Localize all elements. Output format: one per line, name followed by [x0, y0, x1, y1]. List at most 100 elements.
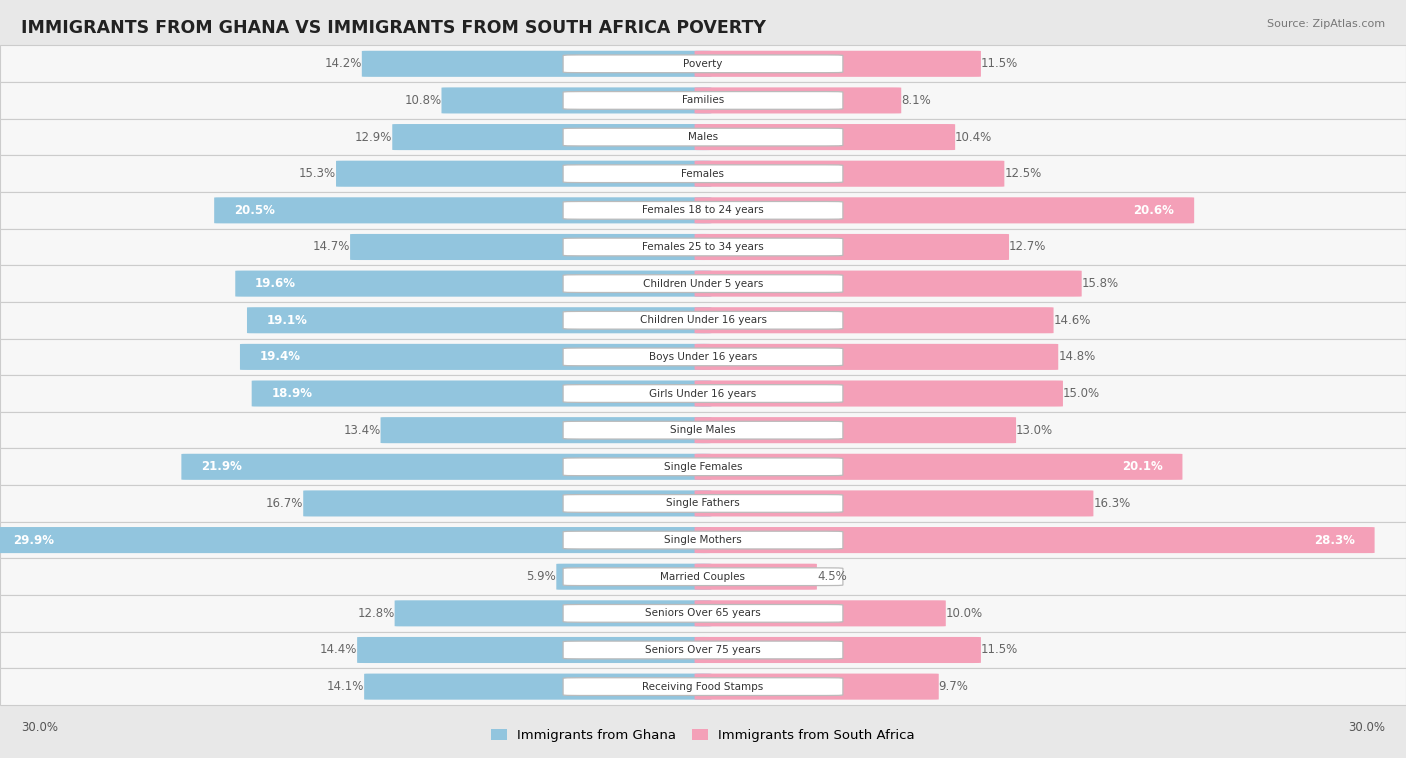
FancyBboxPatch shape	[214, 197, 711, 224]
Text: 13.0%: 13.0%	[1017, 424, 1053, 437]
FancyBboxPatch shape	[695, 197, 1194, 224]
FancyBboxPatch shape	[562, 384, 844, 402]
FancyBboxPatch shape	[695, 161, 1004, 186]
Bar	[0, 82, 1406, 119]
Text: 20.5%: 20.5%	[233, 204, 274, 217]
Text: 19.1%: 19.1%	[267, 314, 308, 327]
Text: Females 18 to 24 years: Females 18 to 24 years	[643, 205, 763, 215]
FancyBboxPatch shape	[361, 51, 711, 77]
FancyBboxPatch shape	[252, 381, 711, 406]
Bar	[0, 669, 1406, 705]
FancyBboxPatch shape	[562, 274, 844, 293]
FancyBboxPatch shape	[695, 234, 1010, 260]
Text: 30.0%: 30.0%	[21, 721, 58, 735]
FancyBboxPatch shape	[235, 271, 711, 296]
FancyBboxPatch shape	[695, 600, 946, 626]
FancyBboxPatch shape	[350, 234, 711, 260]
FancyBboxPatch shape	[562, 568, 844, 586]
Text: 14.2%: 14.2%	[325, 58, 361, 70]
Text: 9.7%: 9.7%	[939, 680, 969, 693]
Text: 12.8%: 12.8%	[357, 607, 395, 620]
Text: 21.9%: 21.9%	[201, 460, 242, 473]
Text: Married Couples: Married Couples	[661, 572, 745, 581]
Text: Receiving Food Stamps: Receiving Food Stamps	[643, 681, 763, 691]
Text: 14.6%: 14.6%	[1053, 314, 1091, 327]
FancyBboxPatch shape	[304, 490, 711, 516]
Text: 12.9%: 12.9%	[354, 130, 392, 143]
Bar	[0, 449, 1406, 485]
FancyBboxPatch shape	[695, 271, 1081, 296]
Text: Children Under 16 years: Children Under 16 years	[640, 315, 766, 325]
Text: Single Males: Single Males	[671, 425, 735, 435]
Text: 20.1%: 20.1%	[1122, 460, 1163, 473]
Text: 16.7%: 16.7%	[266, 497, 304, 510]
FancyBboxPatch shape	[240, 344, 711, 370]
Text: 15.3%: 15.3%	[299, 168, 336, 180]
FancyBboxPatch shape	[695, 674, 939, 700]
Text: 18.9%: 18.9%	[271, 387, 312, 400]
Bar	[0, 631, 1406, 669]
Text: Seniors Over 75 years: Seniors Over 75 years	[645, 645, 761, 655]
Text: Poverty: Poverty	[683, 59, 723, 69]
FancyBboxPatch shape	[695, 490, 1094, 516]
FancyBboxPatch shape	[695, 454, 1182, 480]
FancyBboxPatch shape	[364, 674, 711, 700]
FancyBboxPatch shape	[181, 454, 711, 480]
Text: 13.4%: 13.4%	[343, 424, 381, 437]
Text: 14.1%: 14.1%	[326, 680, 364, 693]
Text: Single Females: Single Females	[664, 462, 742, 471]
Bar	[0, 412, 1406, 449]
FancyBboxPatch shape	[562, 164, 844, 183]
FancyBboxPatch shape	[695, 637, 981, 663]
FancyBboxPatch shape	[562, 494, 844, 512]
Text: 10.8%: 10.8%	[405, 94, 441, 107]
FancyBboxPatch shape	[562, 678, 844, 696]
Bar	[0, 229, 1406, 265]
Text: 20.6%: 20.6%	[1133, 204, 1174, 217]
FancyBboxPatch shape	[695, 381, 1063, 406]
Text: 19.4%: 19.4%	[260, 350, 301, 363]
Text: 12.5%: 12.5%	[1004, 168, 1042, 180]
Text: Boys Under 16 years: Boys Under 16 years	[648, 352, 758, 362]
Bar	[0, 119, 1406, 155]
FancyBboxPatch shape	[695, 124, 955, 150]
Text: 14.4%: 14.4%	[319, 644, 357, 656]
Text: 19.6%: 19.6%	[254, 277, 295, 290]
Bar	[0, 302, 1406, 339]
Text: 15.0%: 15.0%	[1063, 387, 1099, 400]
Text: 14.7%: 14.7%	[312, 240, 350, 253]
Bar	[0, 559, 1406, 595]
Bar	[0, 265, 1406, 302]
FancyBboxPatch shape	[381, 417, 711, 443]
Text: Families: Families	[682, 96, 724, 105]
FancyBboxPatch shape	[695, 564, 817, 590]
FancyBboxPatch shape	[695, 307, 1053, 334]
Bar	[0, 192, 1406, 229]
Text: Females: Females	[682, 169, 724, 179]
FancyBboxPatch shape	[695, 417, 1017, 443]
FancyBboxPatch shape	[562, 238, 844, 256]
FancyBboxPatch shape	[695, 344, 1059, 370]
Bar	[0, 522, 1406, 559]
FancyBboxPatch shape	[395, 600, 711, 626]
FancyBboxPatch shape	[562, 128, 844, 146]
FancyBboxPatch shape	[562, 604, 844, 622]
Text: Girls Under 16 years: Girls Under 16 years	[650, 389, 756, 399]
Bar	[0, 375, 1406, 412]
FancyBboxPatch shape	[336, 161, 711, 186]
Text: 30.0%: 30.0%	[1348, 721, 1385, 735]
Text: 5.9%: 5.9%	[527, 570, 557, 583]
Bar	[0, 339, 1406, 375]
Text: Single Fathers: Single Fathers	[666, 499, 740, 509]
FancyBboxPatch shape	[695, 87, 901, 114]
FancyBboxPatch shape	[562, 531, 844, 549]
Text: Males: Males	[688, 132, 718, 142]
FancyBboxPatch shape	[0, 527, 711, 553]
Bar	[0, 485, 1406, 522]
FancyBboxPatch shape	[562, 421, 844, 439]
Text: Females 25 to 34 years: Females 25 to 34 years	[643, 242, 763, 252]
Text: 12.7%: 12.7%	[1010, 240, 1046, 253]
FancyBboxPatch shape	[562, 92, 844, 109]
Bar	[0, 595, 1406, 631]
FancyBboxPatch shape	[247, 307, 711, 334]
